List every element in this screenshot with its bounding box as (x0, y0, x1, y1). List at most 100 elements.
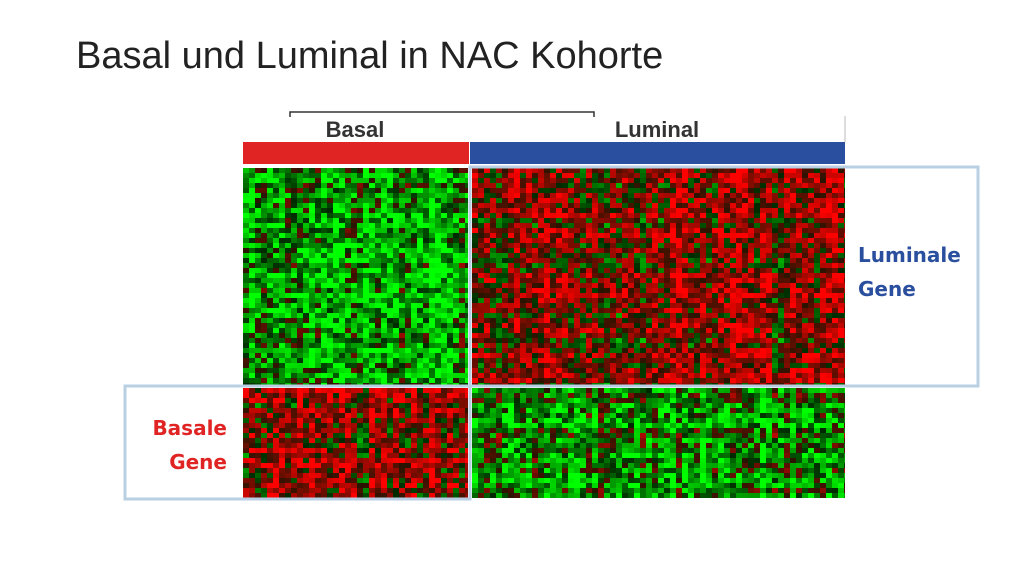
heatmap-cell (478, 238, 484, 243)
heatmap-cell (435, 403, 441, 408)
heatmap-cell (664, 188, 670, 193)
heatmap-cell (592, 303, 598, 308)
heatmap-cell (351, 343, 357, 348)
heatmap-cell (285, 288, 291, 293)
heatmap-cell (658, 348, 664, 353)
heatmap-cell (387, 248, 393, 253)
heatmap-cell (694, 233, 700, 238)
heatmap-cell (730, 368, 736, 373)
heatmap-cell (279, 193, 285, 198)
heatmap-cell (784, 368, 790, 373)
heatmap-cell (345, 423, 351, 428)
heatmap-cell (261, 323, 267, 328)
heatmap-cell (261, 453, 267, 458)
heatmap-cell (814, 318, 820, 323)
heatmap-cell (423, 348, 429, 353)
heatmap-cell (784, 343, 790, 348)
heatmap-cell (345, 183, 351, 188)
heatmap-cell (429, 318, 435, 323)
heatmap-cell (459, 253, 465, 258)
heatmap-cell (640, 208, 646, 213)
heatmap-cell (381, 413, 387, 418)
heatmap-cell (778, 323, 784, 328)
heatmap-cell (532, 198, 538, 203)
heatmap-cell (694, 343, 700, 348)
heatmap-cell (369, 178, 375, 183)
heatmap-cell (544, 358, 550, 363)
heatmap-cell (736, 188, 742, 193)
heatmap-cell (339, 168, 345, 173)
heatmap-cell (472, 353, 478, 358)
heatmap-cell (514, 348, 520, 353)
heatmap-cell (736, 218, 742, 223)
heatmap-cell (472, 358, 478, 363)
heatmap-cell (363, 318, 369, 323)
heatmap-cell (441, 218, 447, 223)
heatmap-cell (520, 203, 526, 208)
heatmap-cell (634, 333, 640, 338)
heatmap-cell (640, 278, 646, 283)
heatmap-cell (381, 253, 387, 258)
heatmap-cell (784, 298, 790, 303)
heatmap-cell (802, 303, 808, 308)
heatmap-cell (249, 173, 255, 178)
heatmap-cell (423, 213, 429, 218)
heatmap-cell (616, 173, 622, 178)
heatmap-cell (472, 173, 478, 178)
heatmap-cell (429, 363, 435, 368)
heatmap-cell (381, 453, 387, 458)
heatmap-cell (610, 383, 616, 385)
heatmap-cell (502, 303, 508, 308)
heatmap-cell (598, 173, 604, 178)
heatmap-cell (646, 223, 652, 228)
heatmap-cell (658, 283, 664, 288)
heatmap-cell (526, 243, 532, 248)
heatmap-cell (706, 223, 712, 228)
heatmap-cell (688, 233, 694, 238)
heatmap-cell (826, 213, 832, 218)
heatmap-cell (514, 313, 520, 318)
heatmap-cell (303, 458, 309, 463)
heatmap-cell (369, 338, 375, 343)
heatmap-cell (556, 183, 562, 188)
heatmap-cell (393, 428, 399, 433)
heatmap-cell (375, 273, 381, 278)
heatmap-cell (387, 323, 393, 328)
heatmap-cell (616, 193, 622, 198)
heatmap-cell (514, 253, 520, 258)
heatmap-cell (381, 383, 387, 385)
heatmap-cell (586, 243, 592, 248)
heatmap-cell (490, 328, 496, 333)
heatmap-cell (447, 323, 453, 328)
heatmap-cell (453, 198, 459, 203)
heatmap-cell (604, 318, 610, 323)
heatmap-cell (610, 343, 616, 348)
heatmap-cell (832, 363, 838, 368)
heatmap-cell (586, 378, 592, 383)
heatmap-cell (760, 338, 766, 343)
heatmap-cell (417, 443, 423, 448)
heatmap-cell (586, 198, 592, 203)
heatmap-cell (550, 378, 556, 383)
heatmap-cell (459, 383, 465, 385)
heatmap-cell (441, 233, 447, 238)
heatmap-cell (514, 328, 520, 333)
heatmap-cell (429, 443, 435, 448)
heatmap-cell (808, 288, 814, 293)
heatmap-cell (502, 293, 508, 298)
heatmap-cell (459, 398, 465, 403)
heatmap-cell (285, 243, 291, 248)
heatmap-cell (844, 273, 845, 278)
heatmap-cell (640, 283, 646, 288)
heatmap-cell (417, 293, 423, 298)
heatmap-cell (429, 198, 435, 203)
heatmap-cell (634, 228, 640, 233)
heatmap-cell (261, 263, 267, 268)
heatmap-cell (574, 188, 580, 193)
heatmap-cell (447, 373, 453, 378)
heatmap-cell (255, 238, 261, 243)
heatmap-cell (321, 253, 327, 258)
heatmap-cell (556, 188, 562, 193)
heatmap-cell (441, 308, 447, 313)
heatmap-cell (405, 203, 411, 208)
